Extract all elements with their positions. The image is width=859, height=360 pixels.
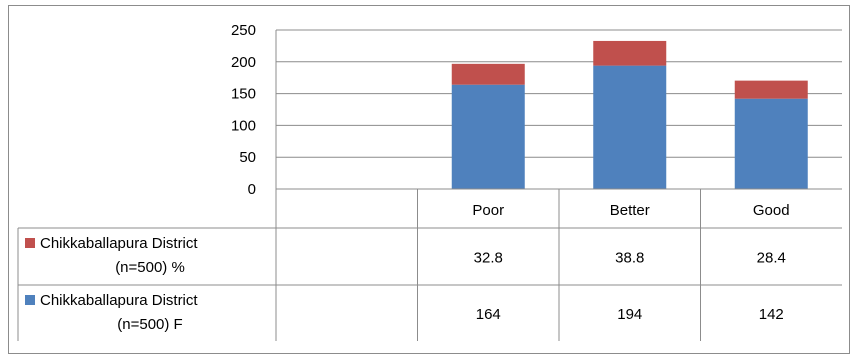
y-tick-label: 0 bbox=[248, 181, 256, 198]
data-label: 32.8 bbox=[474, 250, 503, 267]
bar-good-series-1 bbox=[734, 98, 808, 189]
data-label: 28.4 bbox=[757, 250, 786, 267]
x-tick-label: Good bbox=[753, 202, 790, 219]
y-tick-label: 100 bbox=[231, 117, 256, 134]
x-tick-label: Better bbox=[610, 202, 650, 219]
bar-poor-series-2 bbox=[451, 63, 525, 85]
data-table: Poor Better Good Chikkaballapura District (n… bbox=[17, 188, 842, 341]
bar-better-series-2 bbox=[593, 40, 667, 66]
legend-swatch bbox=[25, 238, 35, 248]
y-tick-label: 200 bbox=[231, 54, 256, 71]
data-label: 142 bbox=[759, 306, 784, 323]
bar-poor-series-1 bbox=[451, 84, 525, 189]
y-tick-label: 50 bbox=[239, 149, 256, 166]
legend-swatch bbox=[25, 295, 35, 305]
bar-better-series-1 bbox=[593, 65, 667, 189]
data-label: 194 bbox=[617, 306, 642, 323]
x-tick-label: Poor bbox=[472, 202, 504, 219]
legend-label: Chikkaballapura District bbox=[40, 292, 198, 309]
legend-label: (n=500) F bbox=[117, 316, 182, 333]
y-axis: 0 50 100 150 200 250 bbox=[231, 22, 277, 341]
bars bbox=[451, 40, 808, 189]
data-label: 164 bbox=[476, 306, 501, 323]
bar-good-series-2 bbox=[734, 80, 808, 99]
y-tick-label: 250 bbox=[231, 22, 256, 39]
legend-label: Chikkaballapura District bbox=[40, 235, 198, 252]
legend-label: (n=500) % bbox=[115, 259, 185, 276]
chart-frame bbox=[8, 5, 850, 354]
data-label: 38.8 bbox=[615, 250, 644, 267]
y-tick-label: 150 bbox=[231, 86, 256, 103]
